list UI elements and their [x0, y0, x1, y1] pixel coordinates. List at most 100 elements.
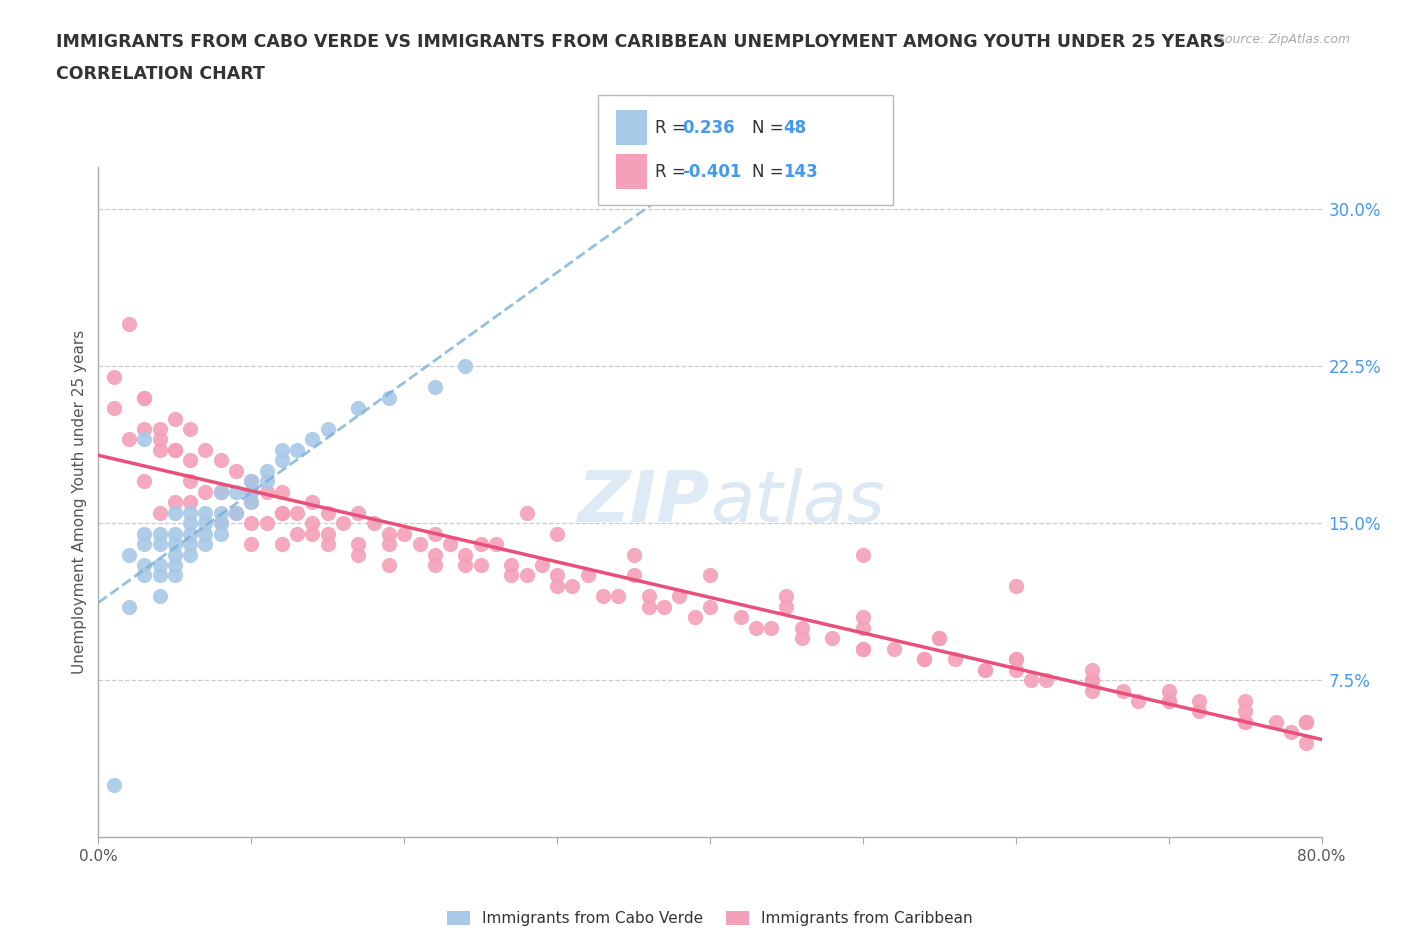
Point	[163, 568, 186, 583]
Point	[439, 537, 461, 551]
Text: -0.401: -0.401	[682, 163, 741, 180]
Point	[149, 421, 172, 436]
Point	[852, 547, 875, 562]
Point	[1295, 714, 1317, 729]
Point	[745, 620, 768, 635]
Point	[179, 516, 201, 531]
Point	[194, 537, 217, 551]
Point	[179, 526, 201, 541]
Point	[928, 631, 950, 645]
Point	[378, 558, 401, 573]
Point	[363, 516, 385, 531]
Point	[1128, 694, 1150, 709]
Point	[149, 537, 172, 551]
Point	[1004, 662, 1026, 677]
Point	[163, 411, 186, 426]
Point	[209, 516, 232, 531]
Point	[163, 558, 186, 573]
Point	[1081, 683, 1104, 698]
Point	[256, 474, 278, 489]
Point	[163, 495, 186, 510]
Point	[1112, 683, 1135, 698]
Point	[163, 547, 186, 562]
Point	[134, 526, 156, 541]
Point	[943, 652, 966, 667]
Point	[637, 589, 661, 604]
Point	[225, 505, 247, 520]
Point	[790, 631, 813, 645]
Point	[209, 485, 232, 499]
Point	[163, 443, 186, 458]
Text: atlas: atlas	[710, 468, 884, 537]
Point	[1234, 704, 1257, 719]
Point	[516, 568, 538, 583]
Point	[149, 443, 172, 458]
Point	[1295, 736, 1317, 751]
Point	[209, 485, 232, 499]
Point	[163, 505, 186, 520]
Point	[623, 547, 645, 562]
Text: ZIP: ZIP	[578, 468, 710, 537]
Point	[408, 537, 430, 551]
Point	[1004, 652, 1026, 667]
Point	[285, 526, 308, 541]
Point	[301, 516, 323, 531]
Point	[821, 631, 844, 645]
Point	[270, 537, 292, 551]
Point	[607, 589, 630, 604]
Point	[134, 558, 156, 573]
Point	[423, 547, 446, 562]
Point	[1004, 578, 1026, 593]
Text: R =: R =	[655, 163, 692, 180]
Point	[1019, 672, 1042, 687]
Point	[194, 526, 217, 541]
Point	[928, 631, 950, 645]
Point	[194, 516, 217, 531]
Point	[347, 537, 370, 551]
Point	[225, 505, 247, 520]
Point	[256, 463, 278, 478]
Point	[852, 610, 875, 625]
Point	[775, 589, 797, 604]
Point	[501, 558, 523, 573]
Point	[1081, 662, 1104, 677]
Point	[194, 443, 217, 458]
Point	[332, 516, 354, 531]
Point	[912, 652, 935, 667]
Point	[118, 317, 141, 332]
Point	[179, 547, 201, 562]
Point	[149, 526, 172, 541]
Point	[209, 485, 232, 499]
Point	[378, 526, 401, 541]
Point	[347, 547, 370, 562]
Point	[1295, 714, 1317, 729]
Point	[149, 589, 172, 604]
Point	[316, 526, 339, 541]
Point	[1234, 694, 1257, 709]
Point	[118, 432, 141, 447]
Point	[1157, 694, 1180, 709]
Text: R =: R =	[655, 119, 692, 137]
Point	[179, 495, 201, 510]
Point	[485, 537, 508, 551]
Point	[790, 620, 813, 635]
Point	[118, 547, 141, 562]
Point	[974, 662, 997, 677]
Point	[1188, 704, 1211, 719]
Point	[285, 505, 308, 520]
Point	[852, 642, 875, 657]
Y-axis label: Unemployment Among Youth under 25 years: Unemployment Among Youth under 25 years	[72, 330, 87, 674]
Point	[163, 526, 186, 541]
Point	[270, 485, 292, 499]
Point	[194, 505, 217, 520]
Point	[240, 495, 263, 510]
Point	[561, 578, 583, 593]
Point	[209, 516, 232, 531]
Text: Source: ZipAtlas.com: Source: ZipAtlas.com	[1216, 33, 1350, 46]
Point	[179, 537, 201, 551]
Point	[974, 662, 997, 677]
Point	[301, 495, 323, 510]
Point	[699, 568, 721, 583]
Point	[134, 568, 156, 583]
Text: 48: 48	[783, 119, 806, 137]
